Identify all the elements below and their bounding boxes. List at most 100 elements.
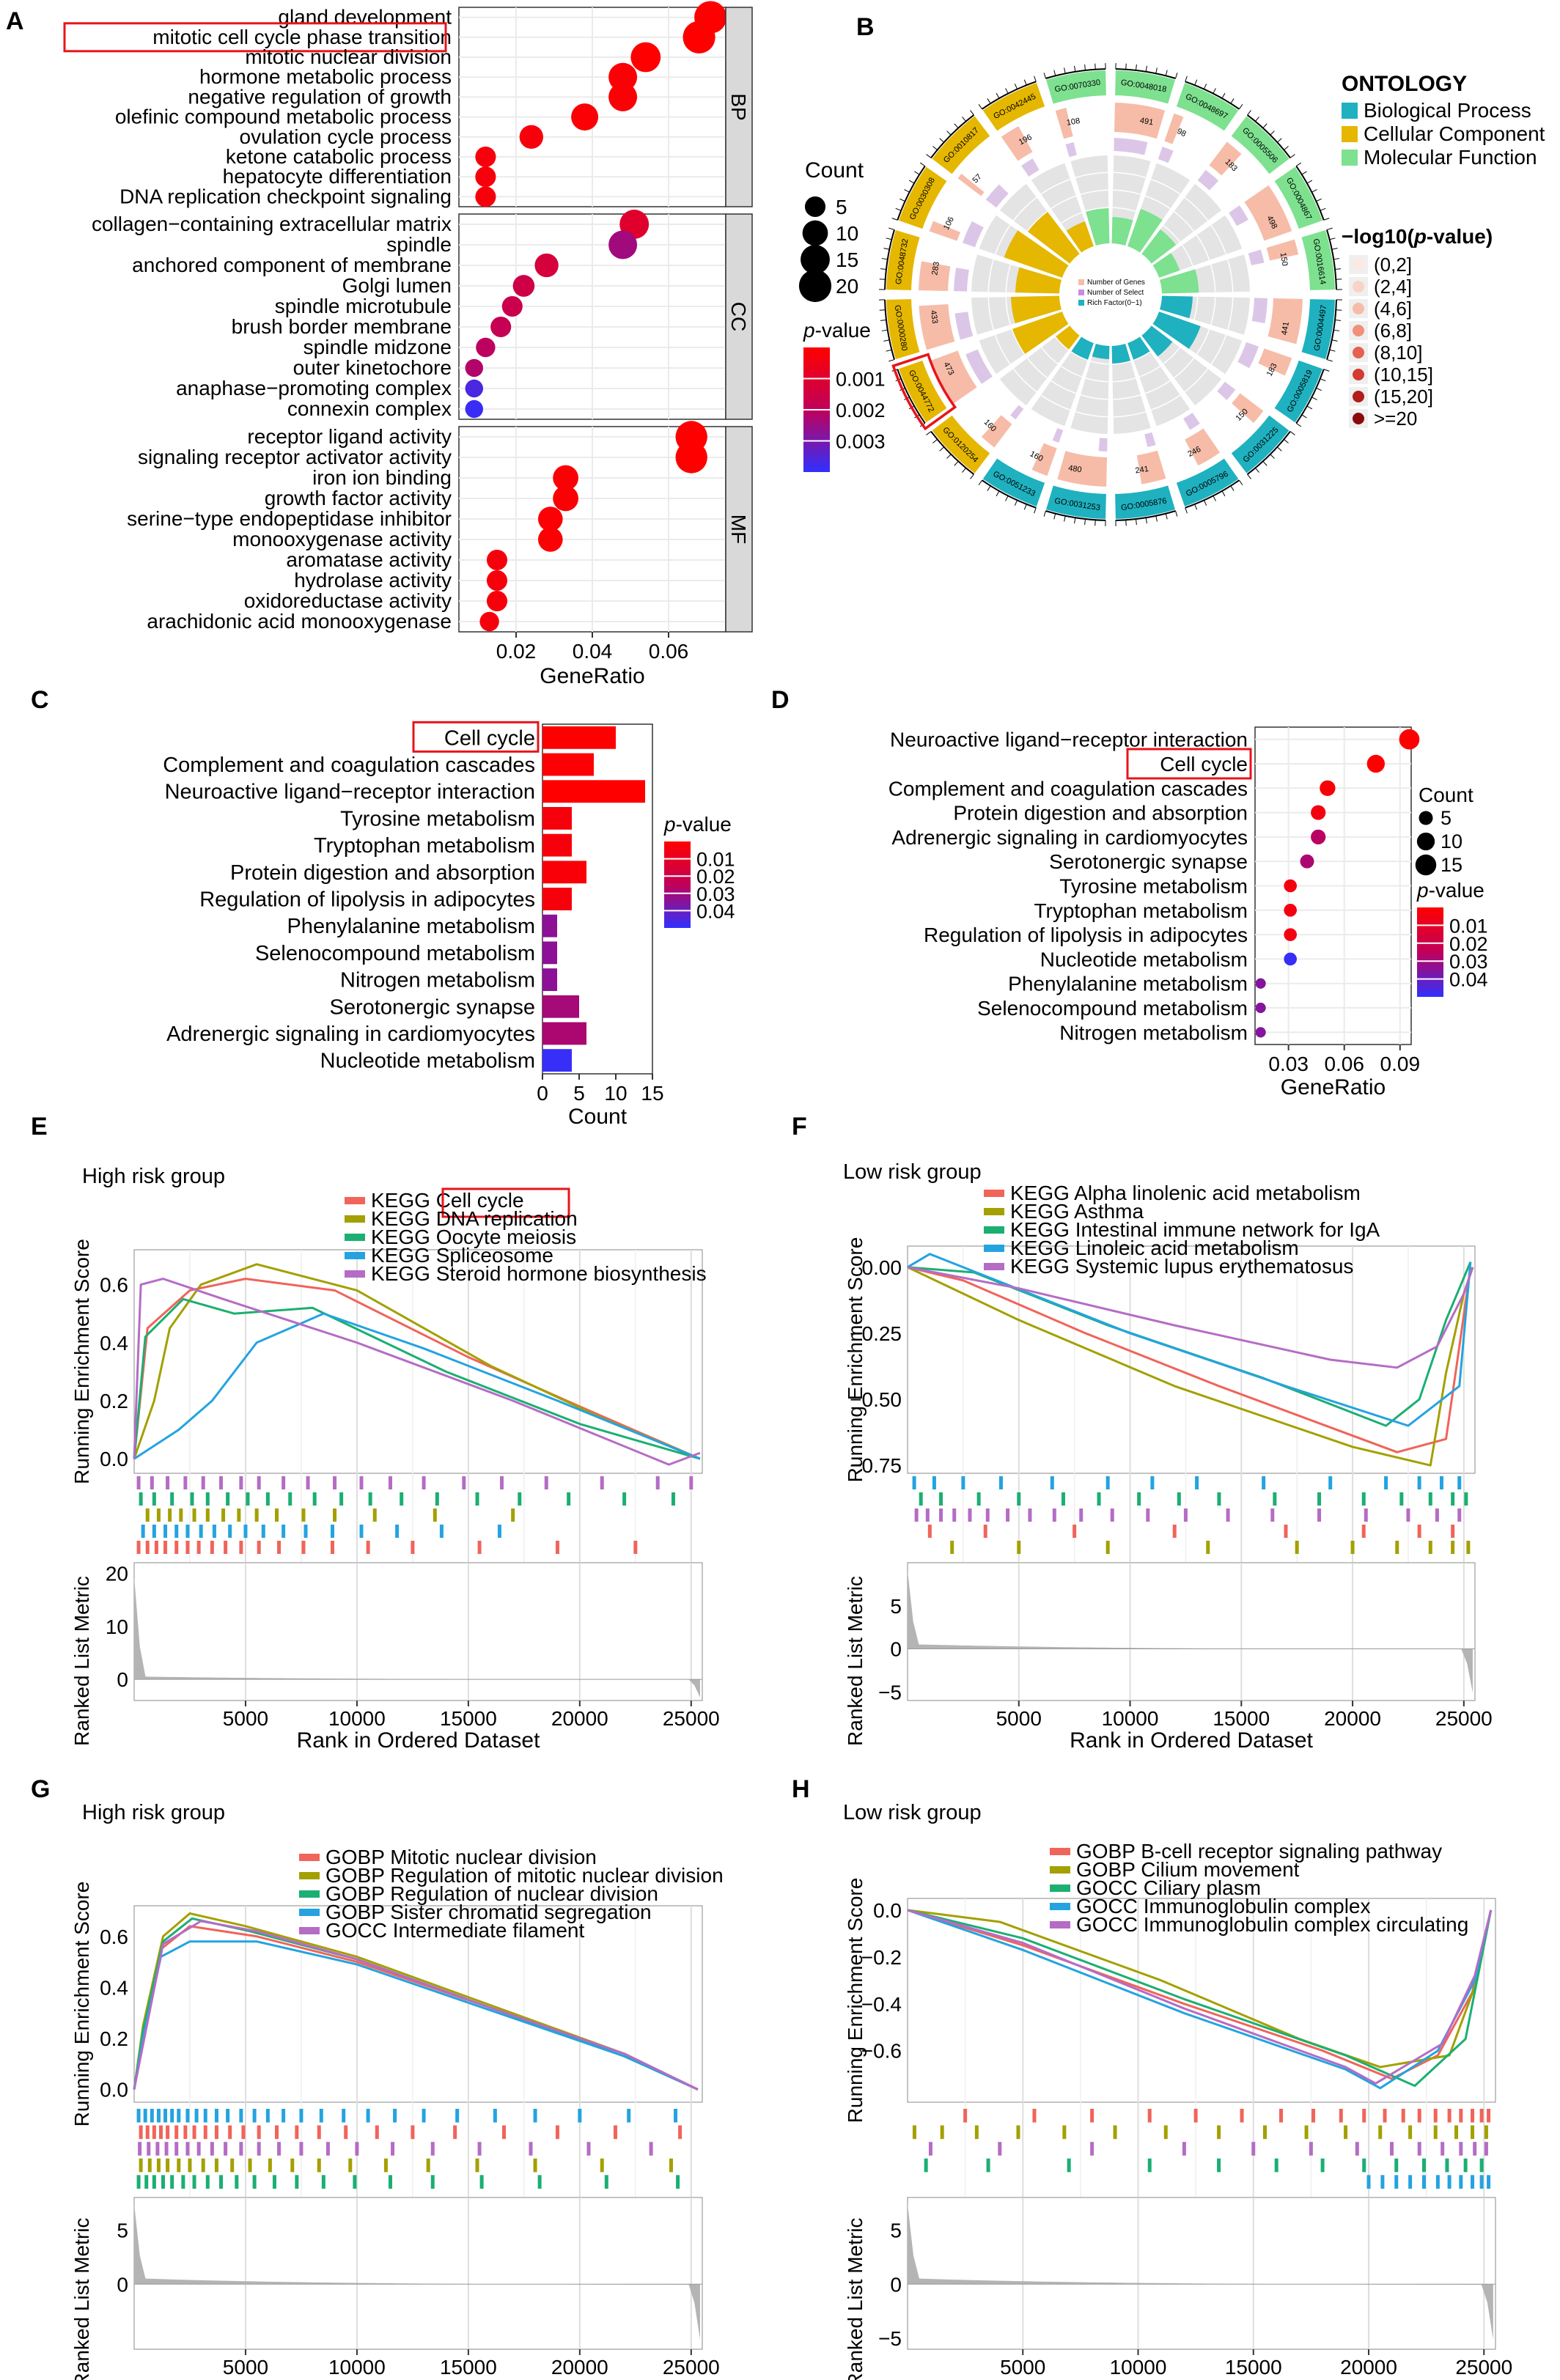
hit-mark bbox=[163, 1541, 168, 1554]
hit-mark bbox=[453, 2125, 457, 2140]
hit-mark bbox=[205, 1492, 210, 1506]
hit-mark bbox=[183, 2125, 188, 2140]
metric-tick-label: 0 bbox=[890, 1638, 902, 1661]
scale-tick bbox=[1213, 88, 1216, 94]
size-legend-dot bbox=[1416, 832, 1435, 851]
term-label: spindle bbox=[386, 233, 452, 256]
term-label: Nucleotide metabolism bbox=[1040, 948, 1248, 970]
term-label: ketone catabolic process bbox=[226, 145, 452, 168]
scale-arc bbox=[1045, 68, 1106, 79]
chart-h-gsea: Low risk group 0.0 −0.2 −0.4 −0.6 GOBP B-cell… bbox=[843, 1801, 1512, 2380]
hit-mark bbox=[689, 1476, 693, 1489]
hit-mark bbox=[330, 1541, 334, 1554]
dot bbox=[1284, 928, 1297, 941]
hit-mark bbox=[201, 2158, 205, 2173]
hit-mark bbox=[655, 1476, 660, 1489]
hit-mark bbox=[1389, 2142, 1394, 2156]
legend-label: KEGG Cell cycle bbox=[371, 1189, 524, 1212]
hit-mark bbox=[150, 1476, 154, 1489]
rich-grid bbox=[987, 259, 995, 292]
hit-mark bbox=[1487, 2109, 1491, 2123]
scale-tick bbox=[1165, 513, 1168, 520]
hit-mark bbox=[676, 2175, 680, 2189]
hit-mark bbox=[306, 1476, 310, 1489]
rich-factor-bar bbox=[1127, 336, 1150, 360]
legend-label: KEGG Spliceosome bbox=[371, 1244, 553, 1267]
metric-tick-label: 0 bbox=[117, 2273, 128, 2296]
hit-mark bbox=[1016, 2125, 1020, 2140]
hit-mark bbox=[477, 2142, 482, 2156]
legend-key bbox=[984, 1245, 1004, 1252]
term-label: Adrenergic signaling in cardiomyocytes bbox=[891, 826, 1248, 849]
hit-mark bbox=[353, 2175, 357, 2189]
hit-mark bbox=[301, 1541, 306, 1554]
scale-tick bbox=[1247, 474, 1251, 479]
hit-mark bbox=[282, 1525, 286, 1538]
hit-mark bbox=[152, 1525, 156, 1538]
hit-mark bbox=[272, 2175, 276, 2189]
hit-mark bbox=[497, 1525, 501, 1538]
y-tick-label: 0.2 bbox=[100, 1390, 128, 1412]
hit-mark bbox=[1428, 1541, 1432, 1554]
color-legend-tick: 0.03 bbox=[1449, 951, 1488, 973]
legend-label: GOBP B-cell receptor signaling pathway bbox=[1076, 1840, 1442, 1863]
ontology-ring-segment bbox=[899, 360, 947, 423]
hit-mark bbox=[435, 1492, 439, 1506]
hit-mark bbox=[678, 2125, 682, 2140]
panel-label-e: E bbox=[31, 1113, 48, 1141]
hit-mark bbox=[1017, 1492, 1021, 1506]
x-tick-label: 25000 bbox=[663, 2356, 720, 2379]
dot bbox=[1255, 1002, 1266, 1014]
scale-tick bbox=[899, 198, 905, 202]
hit-mark bbox=[158, 2125, 163, 2140]
rich-grid bbox=[1085, 377, 1109, 383]
hit-mark bbox=[224, 1541, 228, 1554]
hit-mark bbox=[671, 1492, 675, 1506]
facet-label: MF bbox=[727, 515, 750, 544]
p-bin-dot bbox=[1353, 325, 1364, 336]
rich-grid bbox=[1210, 264, 1216, 292]
hit-mark bbox=[411, 1541, 415, 1554]
scale-tick bbox=[1331, 248, 1338, 250]
rich-factor-bar bbox=[1127, 208, 1163, 253]
bar bbox=[542, 995, 579, 1018]
hit-mark bbox=[383, 2158, 388, 2173]
scale-tick bbox=[1185, 75, 1188, 82]
scale-tick bbox=[895, 207, 902, 211]
scale-tick bbox=[1014, 500, 1018, 506]
hit-mark bbox=[170, 2175, 174, 2189]
p-bin-dot bbox=[1353, 281, 1364, 292]
hit-mark bbox=[1217, 1492, 1221, 1506]
term-label: hepatocyte differentiation bbox=[223, 165, 452, 188]
size-legend-label: 5 bbox=[836, 196, 847, 218]
rich-grid bbox=[1193, 296, 1199, 320]
dot bbox=[1255, 978, 1266, 989]
hit-mark bbox=[1471, 2125, 1475, 2140]
rich-grid bbox=[1080, 394, 1108, 400]
scale-tick bbox=[1295, 162, 1302, 167]
x-tick-label: 10 bbox=[604, 1082, 627, 1105]
hit-mark bbox=[239, 2109, 243, 2123]
hit-mark bbox=[199, 1525, 203, 1538]
hit-mark bbox=[1090, 2109, 1094, 2123]
select-bar bbox=[1144, 432, 1156, 447]
hit-mark bbox=[919, 1492, 923, 1506]
legend-key bbox=[1050, 1921, 1070, 1928]
hit-mark bbox=[974, 2125, 979, 2140]
legend-key bbox=[984, 1263, 1004, 1270]
scale-arc bbox=[1185, 479, 1240, 509]
gene-count-bar bbox=[1232, 393, 1264, 424]
legend-label: KEGG Steroid hormone biosynthesis bbox=[371, 1262, 707, 1285]
hit-mark bbox=[1097, 1492, 1101, 1506]
hit-mark bbox=[1464, 1492, 1468, 1506]
hit-mark bbox=[1217, 2158, 1221, 2173]
gene-count-label: 433 bbox=[929, 309, 940, 324]
scale-tick bbox=[1331, 339, 1338, 342]
term-label: signaling receptor activator activity bbox=[138, 446, 452, 468]
hit-mark bbox=[257, 2125, 261, 2140]
rich-factor-bar bbox=[1160, 295, 1193, 319]
hit-mark bbox=[174, 1541, 179, 1554]
scale-tick bbox=[1175, 510, 1178, 517]
scale-tick bbox=[932, 146, 938, 150]
scale-tick bbox=[1255, 117, 1259, 122]
